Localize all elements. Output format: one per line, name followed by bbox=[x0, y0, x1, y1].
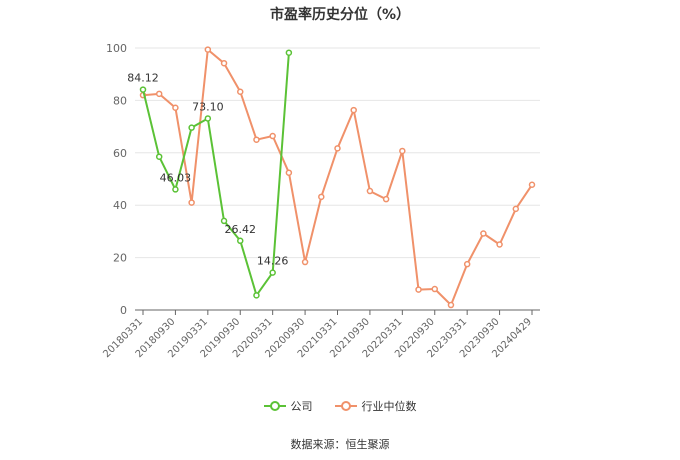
chart-title: 市盈率历史分位（%） bbox=[269, 7, 411, 23]
legend-item-company[interactable]: 公司 bbox=[263, 398, 313, 414]
data-point bbox=[253, 136, 260, 143]
data-point bbox=[301, 258, 309, 266]
data-point bbox=[220, 59, 228, 67]
data-point bbox=[237, 237, 244, 245]
data-point bbox=[528, 181, 536, 189]
data-label: 14.26 bbox=[257, 255, 289, 268]
data-point bbox=[496, 241, 503, 248]
data-point bbox=[139, 86, 147, 93]
data-point bbox=[350, 106, 357, 114]
y-tick-label: 40 bbox=[113, 199, 127, 212]
data-point bbox=[253, 292, 260, 299]
data-point bbox=[285, 169, 293, 176]
data-point bbox=[220, 217, 228, 225]
data-point bbox=[415, 286, 422, 293]
data-point bbox=[188, 199, 195, 206]
data-point bbox=[172, 104, 179, 111]
data-point bbox=[285, 49, 293, 56]
data-source: 数据来源：恒生聚源 bbox=[290, 438, 390, 451]
legend[interactable]: 公司 行业中位数 bbox=[0, 398, 680, 414]
y-tick-label: 80 bbox=[113, 94, 127, 107]
y-tick-label: 60 bbox=[113, 147, 127, 160]
data-label: 84.12 bbox=[127, 72, 159, 85]
y-tick-label: 0 bbox=[120, 304, 127, 317]
data-point bbox=[512, 205, 520, 213]
data-point bbox=[204, 46, 212, 53]
data-point bbox=[399, 147, 406, 155]
legend-swatch-company-icon bbox=[263, 401, 286, 411]
data-point bbox=[382, 195, 390, 203]
data-label: 26.42 bbox=[225, 223, 257, 236]
data-point bbox=[480, 230, 487, 237]
data-point bbox=[172, 186, 179, 193]
data-point bbox=[463, 260, 471, 268]
data-point bbox=[155, 153, 163, 160]
series-line-industry bbox=[142, 48, 533, 306]
data-label: 46.03 bbox=[160, 171, 192, 184]
legend-label-industry: 行业中位数 bbox=[361, 400, 417, 413]
data-point bbox=[447, 301, 455, 309]
data-point bbox=[318, 193, 325, 201]
legend-swatch-industry-icon bbox=[334, 401, 357, 411]
data-point bbox=[431, 285, 438, 293]
series-line-company bbox=[142, 52, 290, 297]
data-point bbox=[204, 115, 212, 122]
data-point bbox=[334, 145, 341, 152]
legend-label-company: 公司 bbox=[290, 400, 313, 413]
data-label: 73.10 bbox=[192, 100, 224, 113]
y-tick-label: 100 bbox=[106, 42, 127, 55]
data-point bbox=[237, 88, 244, 96]
data-point bbox=[269, 269, 276, 276]
data-point bbox=[366, 187, 374, 195]
y-tick-label: 20 bbox=[113, 252, 127, 265]
data-point bbox=[269, 132, 276, 140]
data-point bbox=[155, 90, 163, 98]
legend-item-industry[interactable]: 行业中位数 bbox=[334, 398, 417, 414]
data-point bbox=[188, 124, 195, 131]
